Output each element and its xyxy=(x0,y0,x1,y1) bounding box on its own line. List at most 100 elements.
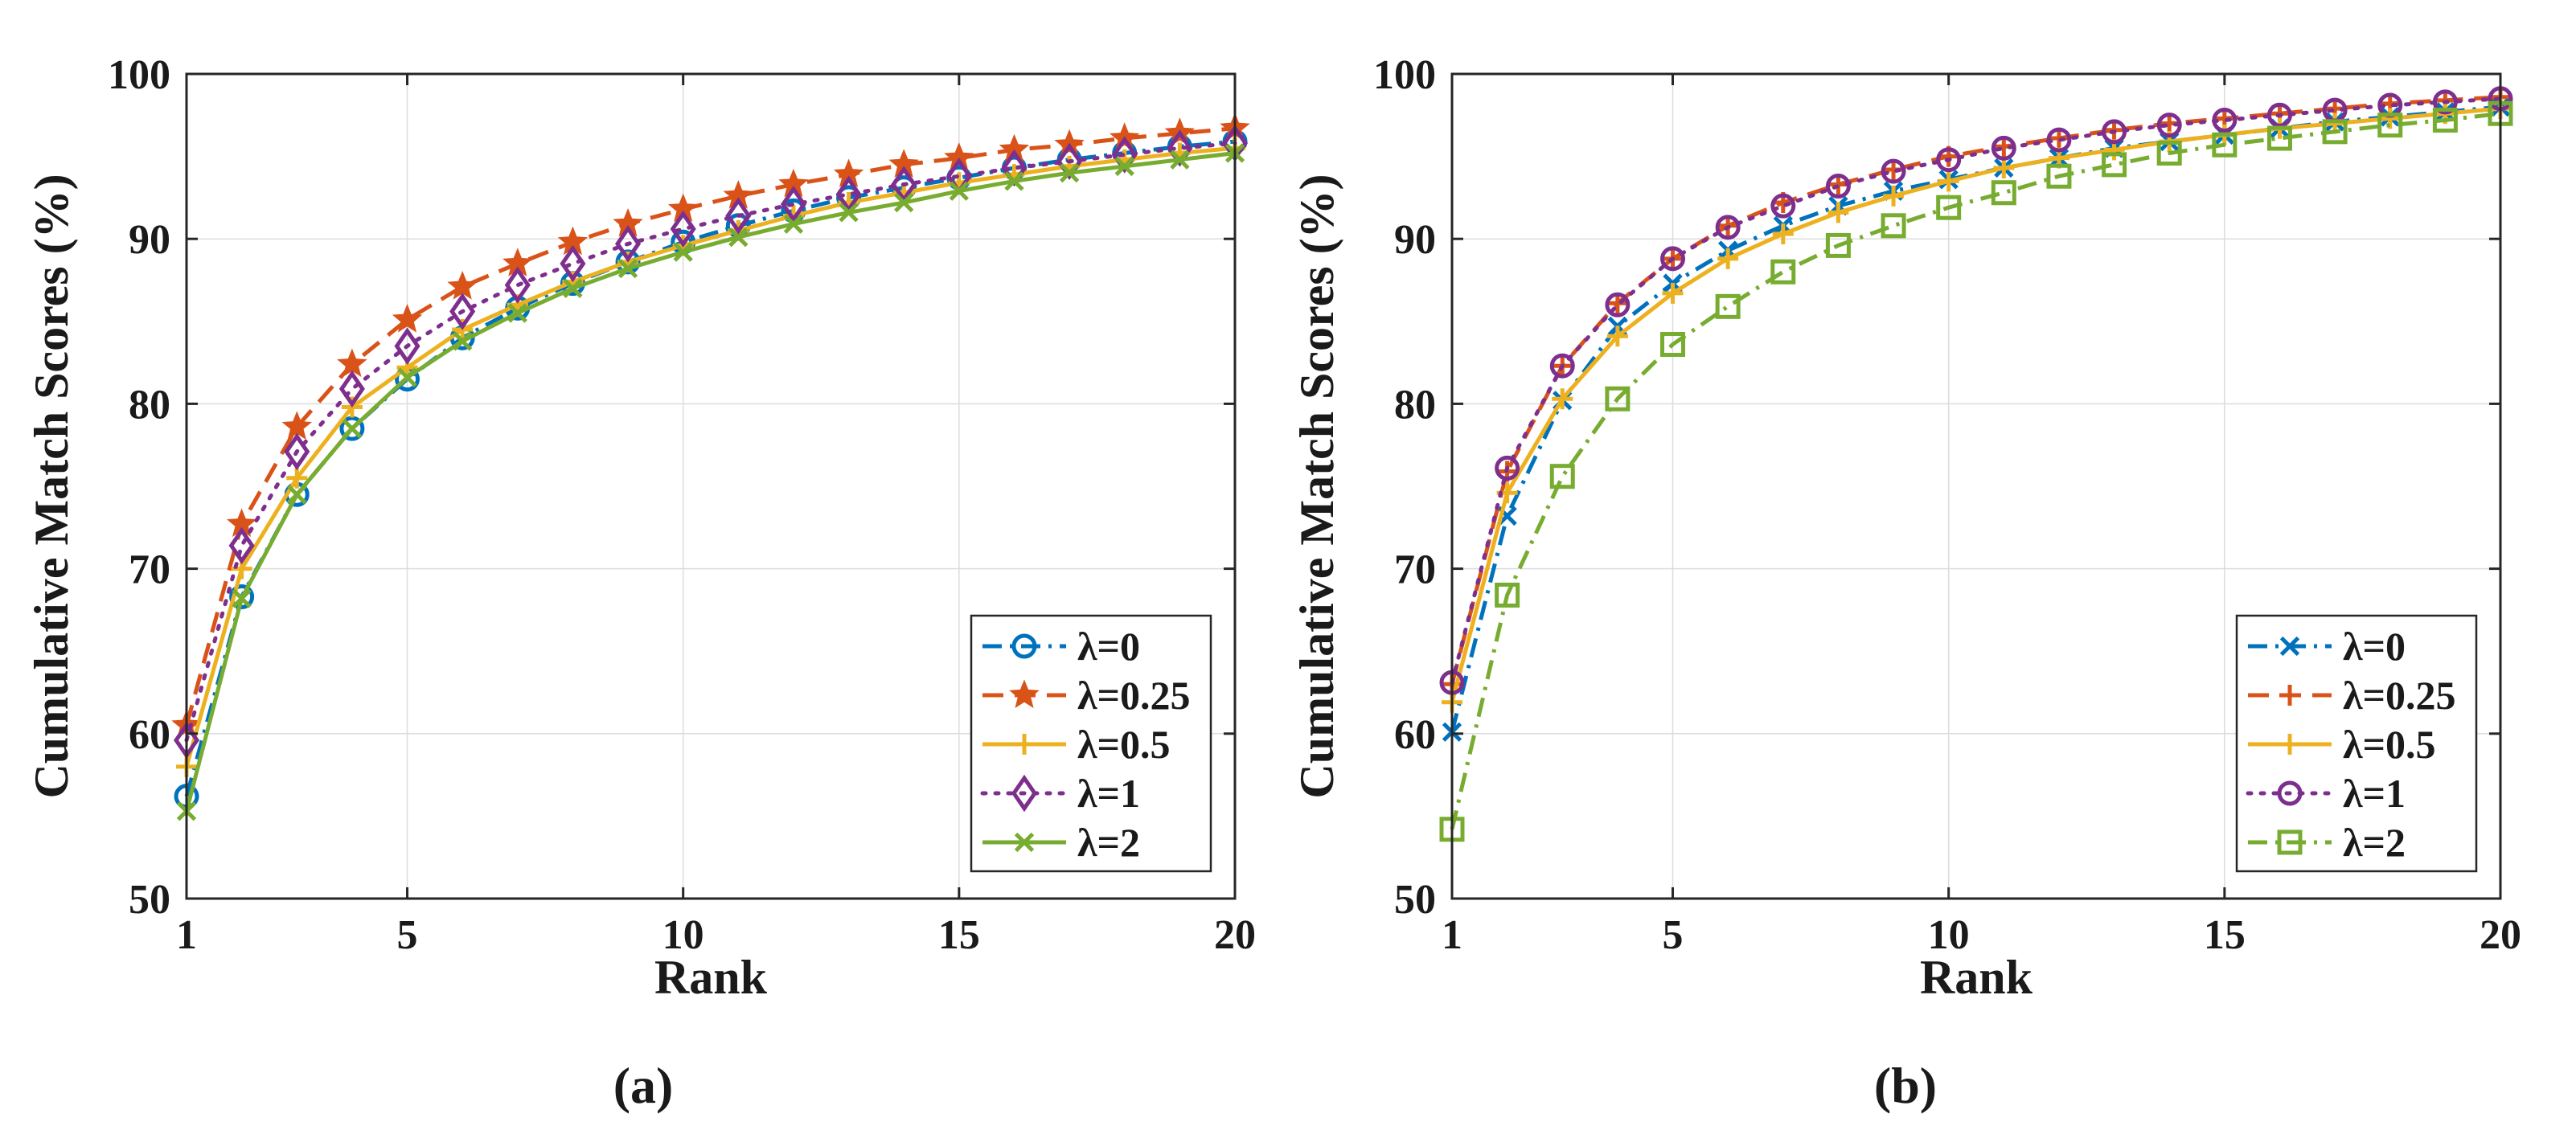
data-point xyxy=(1881,213,1906,239)
data-point xyxy=(2156,140,2182,166)
y-axis-label: Cumulative Match Scores (%) xyxy=(1290,174,1343,798)
data-point xyxy=(2212,107,2238,133)
data-point xyxy=(891,166,917,203)
data-point xyxy=(286,467,308,489)
x-tick-label: 15 xyxy=(2204,912,2246,958)
legend-item: λ=0.25 xyxy=(982,673,1191,718)
y-tick-label: 50 xyxy=(129,877,170,923)
data-point xyxy=(284,432,310,471)
legend-box xyxy=(2235,614,2478,873)
data-point xyxy=(339,416,365,441)
data-point xyxy=(1004,171,1024,191)
series-line xyxy=(184,151,1236,812)
y-tick-label: 90 xyxy=(129,217,170,263)
legend-label: λ=0.25 xyxy=(1077,673,1191,718)
data-point xyxy=(894,192,914,213)
y-tick-label: 50 xyxy=(1394,877,1436,923)
data-point xyxy=(1606,326,1628,347)
data-point xyxy=(1552,388,1573,410)
data-point xyxy=(1936,195,1962,220)
data-point xyxy=(1111,136,1138,174)
legend-label: λ=1 xyxy=(1077,771,1140,816)
data-point xyxy=(507,303,527,323)
legend-marker xyxy=(2279,636,2300,657)
data-point xyxy=(2379,108,2401,129)
legend-label: λ=2 xyxy=(1077,820,1140,865)
data-point xyxy=(452,331,473,351)
data-point xyxy=(2102,119,2127,145)
data-point xyxy=(1717,248,1739,269)
data-point xyxy=(232,588,252,608)
legend-item: λ=0.5 xyxy=(982,722,1171,767)
data-point xyxy=(1549,464,1575,489)
data-point xyxy=(1059,162,1080,183)
x-tick-label: 10 xyxy=(1928,912,1970,958)
data-point xyxy=(281,411,312,440)
data-point xyxy=(1772,223,1794,245)
data-point xyxy=(673,242,693,262)
x-tick-label: 5 xyxy=(397,912,418,958)
data-point xyxy=(839,203,859,223)
series-line xyxy=(184,139,1236,797)
legend-label: λ=0.25 xyxy=(2343,673,2456,718)
data-point xyxy=(560,244,586,283)
panel-label: (b) xyxy=(1874,1057,1937,1114)
data-point xyxy=(2212,132,2238,158)
data-point xyxy=(1770,259,1796,285)
data-point xyxy=(725,197,752,235)
data-point xyxy=(2377,113,2403,138)
data-point xyxy=(2266,125,2292,151)
data-point xyxy=(1936,147,1962,173)
data-point xyxy=(1056,142,1083,181)
data-point xyxy=(728,227,749,248)
data-point xyxy=(1114,156,1134,177)
data-point xyxy=(1883,185,1905,207)
data-point xyxy=(1993,157,2015,178)
y-tick-label: 70 xyxy=(1394,547,1436,593)
legend-marker xyxy=(2279,734,2300,755)
y-tick-label: 60 xyxy=(129,712,170,758)
legend-label: λ=1 xyxy=(2343,771,2406,816)
data-point xyxy=(1825,232,1851,258)
legend-marker xyxy=(1011,774,1038,813)
data-point xyxy=(1938,170,1959,192)
y-tick-label: 100 xyxy=(1373,52,1436,98)
legend-marker xyxy=(1011,633,1037,659)
data-point xyxy=(2322,119,2348,145)
y-tick-label: 70 xyxy=(129,547,170,593)
legend-label: λ=0 xyxy=(1077,624,1140,669)
legend-label: λ=0 xyxy=(2343,624,2406,669)
data-point xyxy=(449,293,476,330)
legend-item: λ=1 xyxy=(980,771,1140,816)
data-point xyxy=(2102,152,2127,178)
data-point xyxy=(392,304,423,333)
data-point xyxy=(447,271,478,300)
y-tick-label: 60 xyxy=(1394,712,1436,758)
legend-label: λ=0.5 xyxy=(1077,722,1171,767)
data-point xyxy=(342,419,363,439)
data-point xyxy=(615,225,642,263)
legend: λ=0λ=0.25λ=0.5λ=1λ=2 xyxy=(2235,614,2478,873)
x-axis-label: Rank xyxy=(654,951,768,1004)
data-point xyxy=(1827,202,1849,223)
data-point xyxy=(2432,89,2458,115)
data-point xyxy=(949,181,970,201)
data-point xyxy=(287,485,307,505)
y-axis-label: Cumulative Match Scores (%) xyxy=(25,174,78,798)
data-point xyxy=(1549,353,1575,379)
data-point xyxy=(397,367,417,387)
series-5 xyxy=(176,143,1245,821)
x-tick-label: 20 xyxy=(2480,912,2521,958)
data-point xyxy=(617,258,638,279)
data-point xyxy=(229,584,255,609)
data-point xyxy=(2046,127,2072,153)
legend-item: λ=2 xyxy=(982,820,1140,865)
data-point xyxy=(2266,102,2292,128)
data-point xyxy=(2046,163,2072,189)
data-point xyxy=(1660,246,1686,272)
data-point xyxy=(1605,386,1631,412)
data-point xyxy=(2156,113,2182,138)
x-tick-label: 10 xyxy=(662,912,704,958)
legend-item: λ=0.5 xyxy=(2248,722,2436,767)
